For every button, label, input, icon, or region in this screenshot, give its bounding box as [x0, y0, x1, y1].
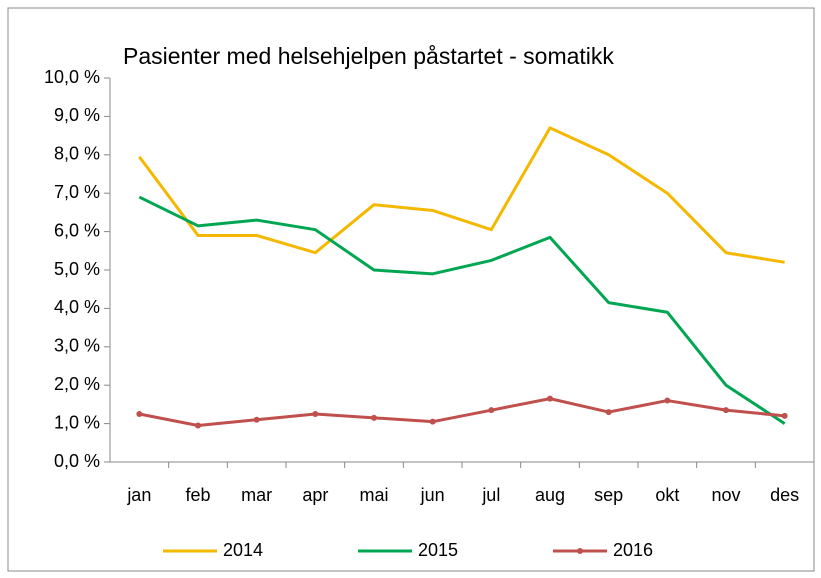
point-marker [488, 407, 495, 414]
x-tick-label: des [770, 485, 799, 505]
y-tick-label: 7,0 % [54, 182, 100, 202]
y-tick-label: 3,0 % [54, 336, 100, 356]
series-line [138, 195, 786, 425]
point-marker [195, 422, 201, 429]
y-tick-label: 6,0 % [54, 220, 100, 240]
y-tick-label: 10,0 % [44, 67, 100, 87]
x-tick-label: okt [655, 485, 679, 505]
point-marker [312, 411, 319, 417]
x-tick-label: apr [302, 485, 328, 505]
y-tick-label: 4,0 % [54, 297, 100, 317]
point-marker [605, 409, 612, 416]
point-marker [547, 395, 553, 402]
y-tick-label: 0,0 % [54, 451, 100, 471]
y-tick-label: 5,0 % [54, 259, 100, 279]
legend-label: 2014 [223, 540, 263, 560]
point-marker [664, 397, 671, 404]
point-marker [781, 412, 788, 419]
x-tick-label: feb [185, 485, 210, 505]
x-tick-label: jan [126, 485, 151, 505]
legend-label: 2016 [613, 540, 653, 560]
y-tick-label: 8,0 % [54, 144, 100, 164]
x-tick-label: mai [359, 485, 388, 505]
point-marker [253, 416, 260, 423]
point-marker [723, 407, 729, 414]
y-tick-label: 1,0 % [54, 412, 100, 432]
x-tick-label: jul [481, 485, 500, 505]
series-line [138, 126, 785, 264]
point-marker [429, 418, 436, 425]
x-tick-label: aug [535, 485, 565, 505]
point-marker [371, 414, 377, 421]
x-tick-label: nov [711, 485, 740, 505]
x-tick-label: jun [420, 485, 445, 505]
series-line [139, 397, 785, 428]
chart-border [7, 7, 815, 572]
x-tick-label: mar [241, 485, 272, 505]
y-tick-label: 9,0 % [54, 105, 100, 125]
legend-label: 2015 [418, 540, 458, 560]
x-tick-label: sep [594, 485, 623, 505]
chart-title: Pasienter med helsehjelpen påstartet - s… [123, 43, 614, 69]
legend-marker [577, 548, 583, 554]
y-tick-label: 2,0 % [54, 374, 100, 394]
point-marker [136, 411, 143, 417]
